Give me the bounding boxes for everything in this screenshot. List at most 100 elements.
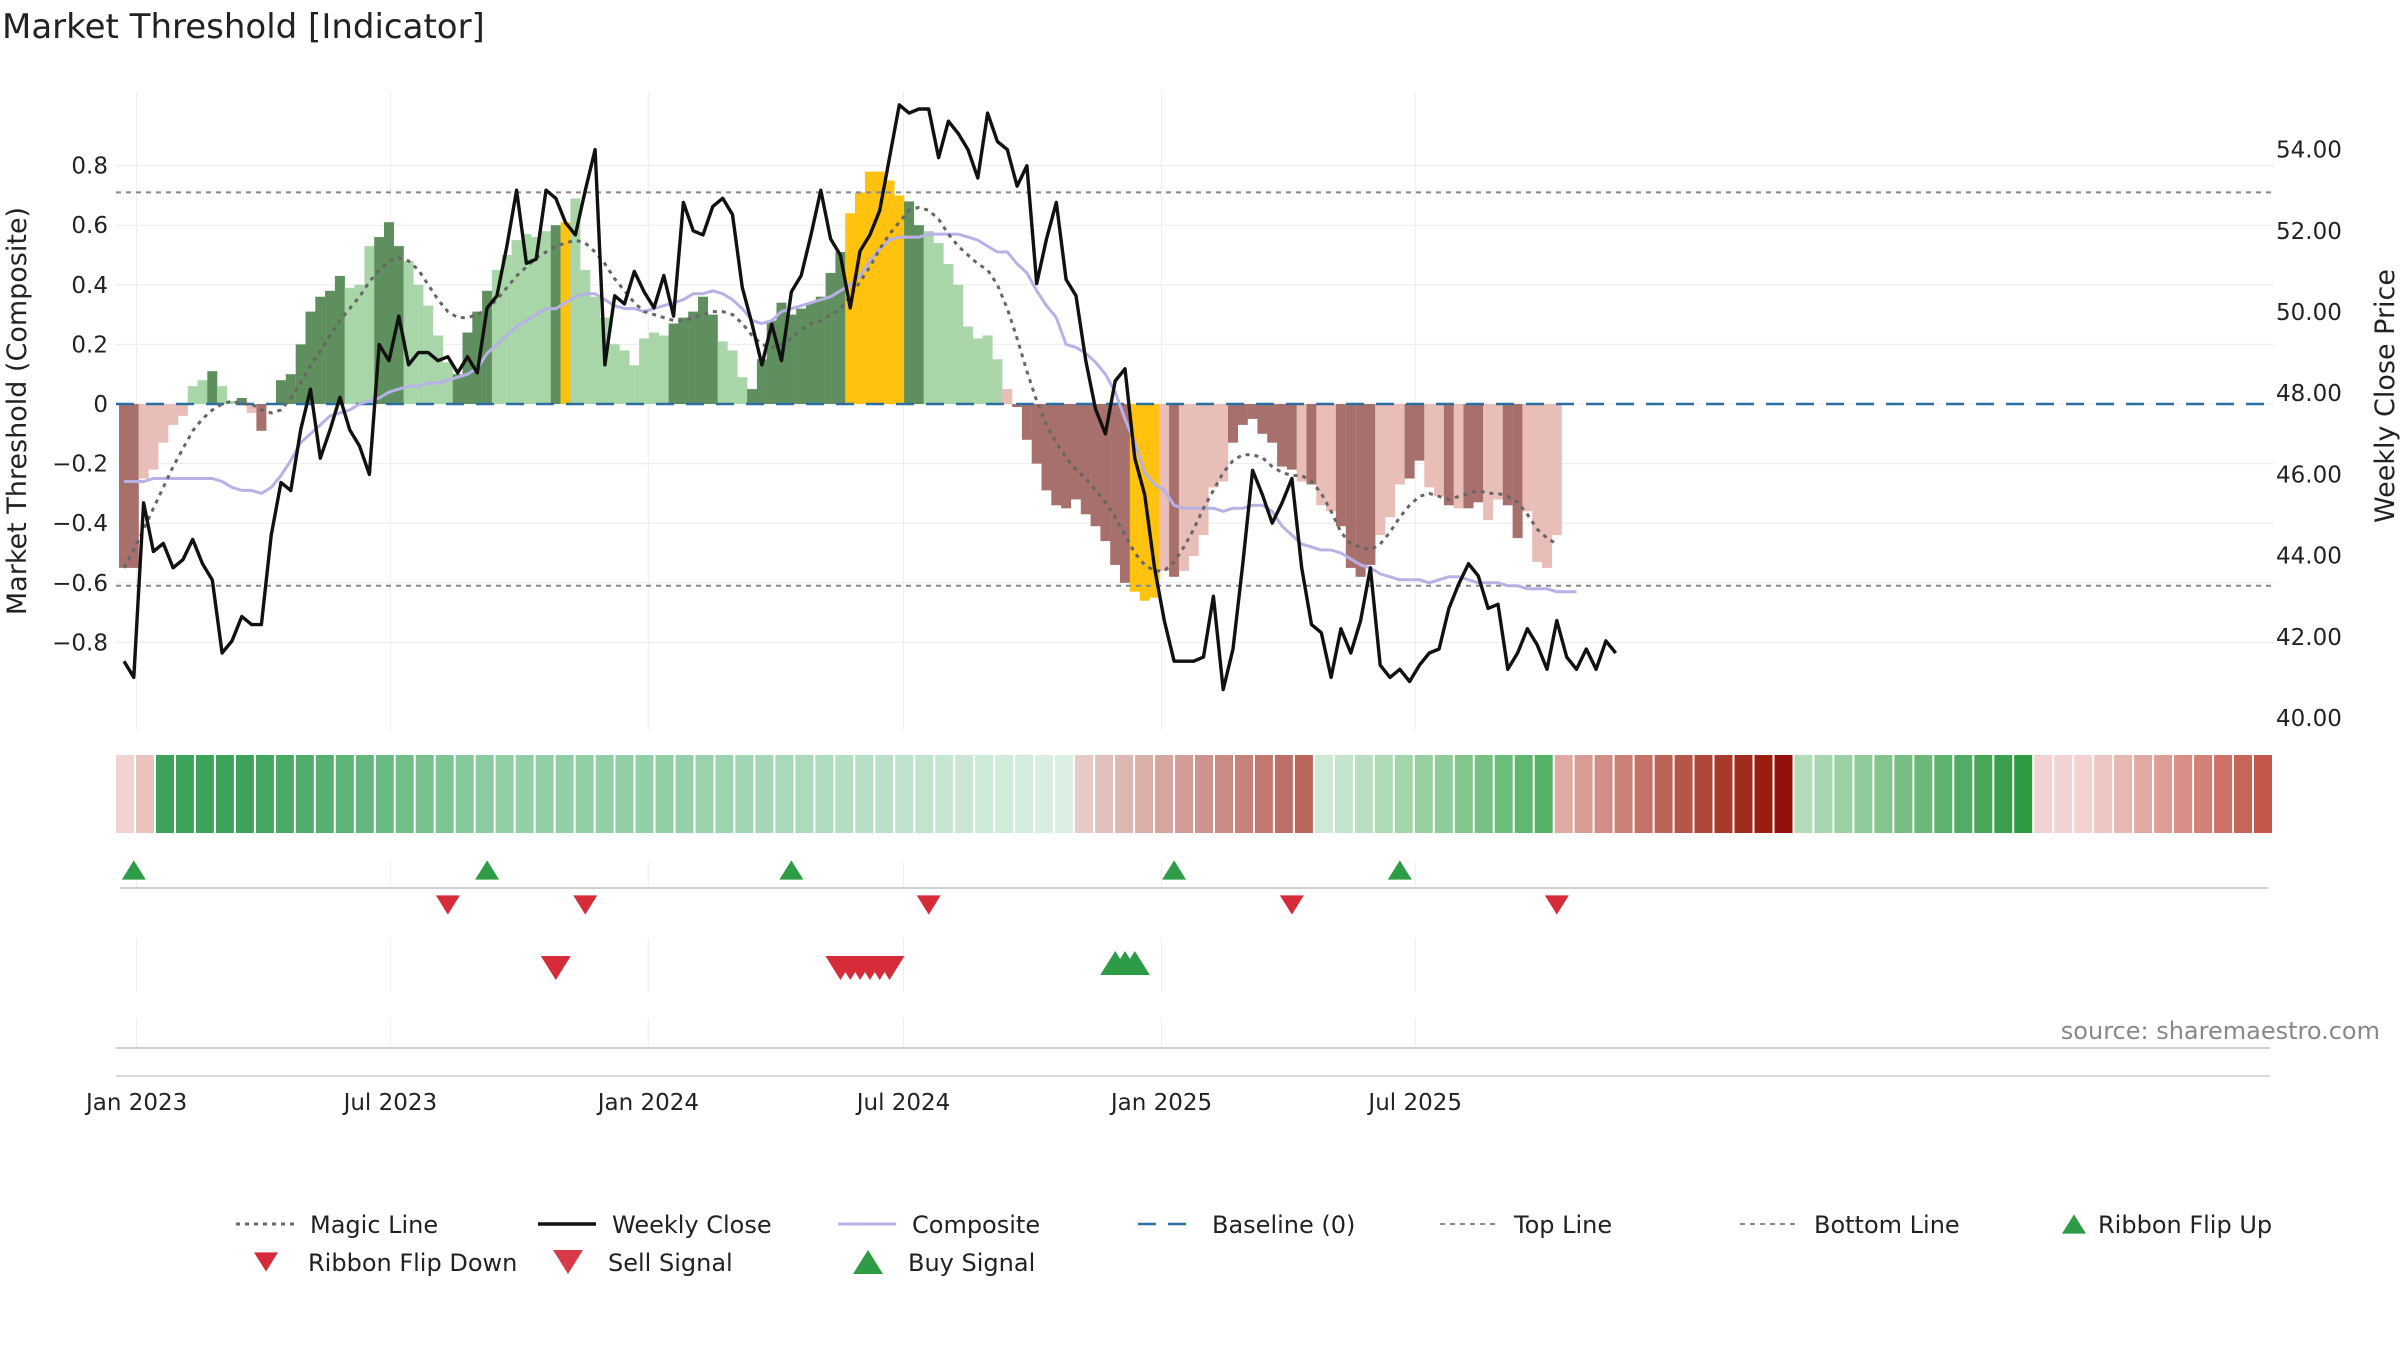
ribbon-cell: [2094, 755, 2113, 833]
composite-bar: [864, 171, 875, 404]
ribbon-cell: [355, 755, 374, 833]
composite-bar: [1002, 389, 1013, 404]
x-tick-label: Jul 2023: [342, 1090, 438, 1116]
composite-bar: [138, 404, 149, 479]
ribbon-cell: [1894, 755, 1913, 833]
composite-bar: [1277, 404, 1288, 467]
composite-bar: [550, 225, 561, 404]
y-right-tick-label: 44.00: [2276, 544, 2342, 570]
ribbon-cell: [1594, 755, 1613, 833]
legend-item: Bottom Line: [1740, 1211, 1960, 1239]
composite-bar: [1021, 404, 1032, 440]
composite-bar: [442, 362, 453, 404]
ribbon-cell: [575, 755, 594, 833]
ribbon-flip-down-marker: [916, 895, 941, 915]
y-left-tick-label: 0: [93, 392, 108, 418]
composite-bar: [1404, 404, 1415, 479]
ribbon-cell: [1454, 755, 1473, 833]
composite-bar: [472, 311, 483, 404]
composite-bar: [825, 272, 836, 404]
composite-bar: [541, 231, 551, 404]
composite-bar: [1188, 404, 1199, 556]
composite-bar: [1247, 404, 1258, 419]
composite-bar: [1355, 404, 1366, 577]
ribbon-cell: [795, 755, 814, 833]
ribbon-cell: [1095, 755, 1114, 833]
y-right-tick-label: 42.00: [2276, 625, 2342, 651]
composite-bar: [344, 287, 355, 404]
legend-label: Sell Signal: [608, 1249, 733, 1277]
ribbon-cell: [955, 755, 974, 833]
legend-label: Bottom Line: [1814, 1211, 1960, 1239]
ribbon-cell: [1434, 755, 1453, 833]
legend-item: Buy Signal: [853, 1249, 1035, 1277]
ribbon-cell: [1774, 755, 1793, 833]
composite-bar: [609, 344, 620, 404]
composite-bar: [1296, 404, 1307, 482]
composite-bar: [384, 222, 394, 404]
ribbon-cell: [615, 755, 634, 833]
composite-bar: [1443, 404, 1454, 506]
ribbon-flip-down-marker: [573, 895, 598, 915]
composite-bar: [1335, 404, 1346, 527]
ribbon-cell: [495, 755, 514, 833]
ribbon-cell: [1814, 755, 1833, 833]
composite-bar: [305, 311, 316, 404]
composite-bar: [835, 252, 846, 404]
composite-bar: [737, 377, 748, 404]
ribbon-cell: [1794, 755, 1813, 833]
composite-bar: [364, 246, 375, 404]
composite-bar: [423, 305, 434, 404]
ribbon-cell: [535, 755, 554, 833]
composite-bar: [227, 401, 237, 404]
composite-bar: [1208, 404, 1219, 488]
ribbon-cell: [1954, 755, 1973, 833]
ribbon-cell: [1854, 755, 1873, 833]
ribbon-cell: [2134, 755, 2153, 833]
composite-bar: [1080, 404, 1091, 515]
ribbon-cell: [235, 755, 254, 833]
ribbon-cell: [195, 755, 214, 833]
legend-item: Top Line: [1440, 1211, 1612, 1239]
legend-item: Magic Line: [236, 1211, 438, 1239]
composite-bar: [884, 180, 895, 404]
sell-signal-marker: [540, 956, 571, 980]
ribbon-cell: [695, 755, 714, 833]
x-tick-label: Jan 2024: [596, 1090, 699, 1116]
composite-bar: [413, 284, 424, 404]
composite-bar: [236, 398, 247, 404]
ribbon-cell: [1974, 755, 1993, 833]
y-left-tick-label: 0.8: [71, 154, 108, 180]
composite-bar: [1306, 404, 1317, 485]
composite-bar: [972, 338, 983, 404]
composite-bar: [806, 302, 816, 404]
composite-bar: [688, 311, 699, 404]
ribbon-cell: [2114, 755, 2133, 833]
y-left-tick-label: −0.6: [52, 571, 108, 597]
composite-bar: [629, 365, 640, 404]
ribbon-cell: [175, 755, 194, 833]
composite-bar: [1178, 404, 1189, 571]
ribbon-cell: [2174, 755, 2193, 833]
composite-bar: [639, 338, 650, 404]
composite-bar: [1071, 404, 1081, 500]
composite-bar: [1542, 404, 1552, 568]
ribbon-cell: [935, 755, 954, 833]
y-left-tick-label: −0.8: [52, 630, 108, 656]
legend-item: Baseline (0): [1138, 1211, 1355, 1239]
ribbon-cell: [1654, 755, 1673, 833]
ribbon-cell: [995, 755, 1014, 833]
ribbon-cell: [315, 755, 334, 833]
ribbon-cell: [895, 755, 914, 833]
legend: Magic Line Weekly Close Composite Baseline …: [236, 1211, 2272, 1277]
ribbon-cell: [375, 755, 394, 833]
composite-bar: [923, 231, 934, 404]
composite-bar: [913, 225, 924, 404]
composite-bar: [1120, 404, 1130, 583]
composite-bar: [982, 335, 993, 404]
ribbon-cell: [1394, 755, 1413, 833]
composite-bar: [285, 374, 296, 404]
ribbon-cell: [855, 755, 874, 833]
ribbon-cell: [1574, 755, 1593, 833]
composite-bar: [374, 237, 385, 404]
